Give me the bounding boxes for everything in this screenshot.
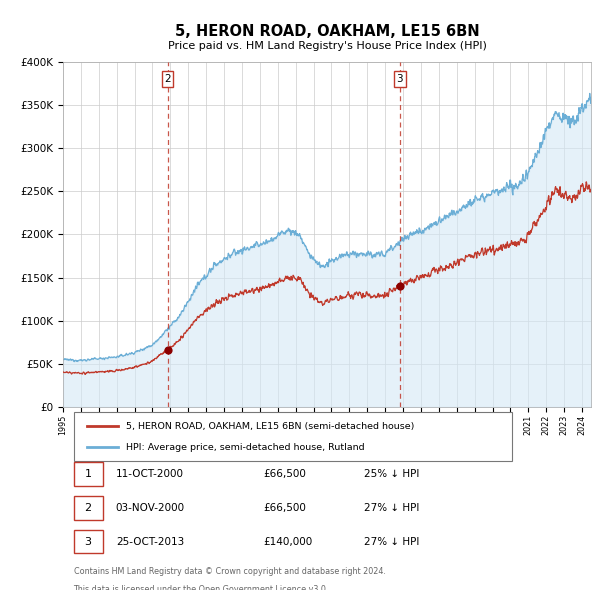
- Text: 2: 2: [85, 503, 92, 513]
- Point: [395, 281, 404, 291]
- Text: 11-OCT-2000: 11-OCT-2000: [116, 469, 184, 479]
- Text: 3: 3: [85, 536, 92, 546]
- Text: HPI: Average price, semi-detached house, Rutland: HPI: Average price, semi-detached house,…: [127, 442, 365, 451]
- Point: [163, 345, 172, 355]
- Text: This data is licensed under the Open Government Licence v3.0.: This data is licensed under the Open Gov…: [74, 585, 329, 590]
- Text: 5, HERON ROAD, OAKHAM, LE15 6BN: 5, HERON ROAD, OAKHAM, LE15 6BN: [175, 24, 479, 38]
- Text: £66,500: £66,500: [263, 503, 307, 513]
- Text: Contains HM Land Registry data © Crown copyright and database right 2024.: Contains HM Land Registry data © Crown c…: [74, 567, 385, 576]
- Text: 25-OCT-2013: 25-OCT-2013: [116, 536, 184, 546]
- Text: 25% ↓ HPI: 25% ↓ HPI: [364, 469, 419, 479]
- Text: 27% ↓ HPI: 27% ↓ HPI: [364, 536, 419, 546]
- Text: 1: 1: [85, 469, 92, 479]
- Text: 27% ↓ HPI: 27% ↓ HPI: [364, 503, 419, 513]
- Text: 5, HERON ROAD, OAKHAM, LE15 6BN (semi-detached house): 5, HERON ROAD, OAKHAM, LE15 6BN (semi-de…: [127, 422, 415, 431]
- Text: £140,000: £140,000: [263, 536, 313, 546]
- Text: 3: 3: [397, 74, 403, 84]
- Text: 03-NOV-2000: 03-NOV-2000: [116, 503, 185, 513]
- Bar: [74, 496, 103, 520]
- Bar: [74, 530, 103, 553]
- Text: Price paid vs. HM Land Registry's House Price Index (HPI): Price paid vs. HM Land Registry's House …: [167, 41, 487, 51]
- Text: 2: 2: [164, 74, 171, 84]
- Text: £66,500: £66,500: [263, 469, 307, 479]
- Bar: [74, 463, 103, 486]
- Bar: [74, 412, 512, 461]
